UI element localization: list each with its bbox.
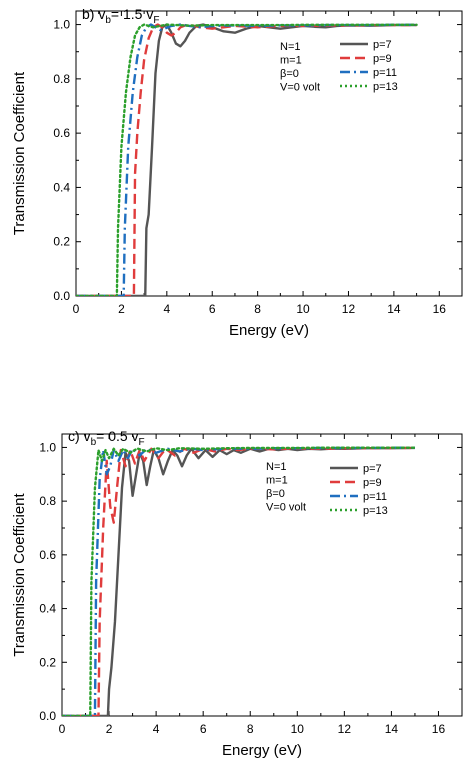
x-tick-label: 8: [247, 722, 254, 736]
param-text: m=1: [280, 55, 302, 67]
series-line-p9: [62, 446, 415, 716]
param-text: N=1: [266, 461, 287, 473]
x-axis-title: Energy (eV): [229, 322, 309, 339]
y-tick-label: 0.2: [53, 235, 70, 249]
y-tick-label: 0.0: [39, 709, 56, 723]
x-tick-label: 12: [342, 302, 356, 316]
series-line-p13: [62, 446, 417, 716]
plot-frame: [75, 10, 463, 297]
param-text: m=1: [266, 475, 288, 487]
param-text: N=1: [280, 41, 301, 53]
param-text: V=0 volt: [266, 502, 306, 514]
y-tick-label: 0.8: [39, 494, 56, 508]
series-line-p11: [62, 446, 415, 716]
y-tick-label: 1.0: [39, 440, 56, 454]
series-line-p7: [62, 446, 415, 716]
x-tick-label: 6: [209, 302, 216, 316]
legend-label: p=13: [363, 505, 388, 517]
x-tick-label: 14: [387, 302, 401, 316]
series-line-p11: [76, 23, 417, 296]
x-tick-label: 2: [118, 302, 125, 316]
x-tick-label: 4: [163, 302, 170, 316]
legend-label: p=11: [373, 67, 397, 79]
legend-label: p=9: [363, 477, 382, 489]
panel-label: b) vb= 1.5 vF: [82, 6, 159, 26]
legend-label: p=7: [373, 39, 392, 51]
param-text: V=0 volt: [280, 82, 320, 94]
x-tick-label: 0: [59, 722, 66, 736]
legend-label: p=7: [363, 463, 382, 475]
x-tick-label: 10: [296, 302, 310, 316]
x-tick-label: 14: [385, 722, 399, 736]
x-tick-label: 16: [432, 722, 446, 736]
panel-label: c) vb= 0.5 vF: [68, 428, 145, 448]
y-tick-label: 1.0: [53, 18, 70, 32]
x-tick-label: 12: [338, 722, 352, 736]
legend-label: p=11: [363, 491, 387, 503]
y-tick-label: 0.2: [39, 655, 56, 669]
param-text: β=0: [280, 68, 299, 80]
x-tick-label: 16: [433, 302, 447, 316]
x-tick-label: 10: [291, 722, 305, 736]
x-axis-title: Energy (eV): [222, 742, 302, 759]
legend-label: p=13: [373, 81, 398, 93]
x-tick-label: 8: [254, 302, 261, 316]
x-tick-label: 0: [73, 302, 80, 316]
chart-panel-c: 0 2 4 6 8 10 12 14 16 0.0 0.2 0.4 0.6 0.8 1.0 Energy (e…: [11, 428, 463, 759]
y-tick-label: 0.4: [39, 602, 56, 616]
x-tick-label: 6: [200, 722, 207, 736]
param-text: β=0: [266, 488, 285, 500]
y-axis-title: Transmission Coefficient: [11, 71, 28, 235]
plot-frame: [61, 433, 463, 717]
y-tick-label: 0.6: [39, 548, 56, 562]
legend-label: p=9: [373, 53, 392, 65]
series-line-p13: [76, 23, 418, 296]
x-tick-label: 4: [153, 722, 160, 736]
chart-panel-b: 0 2 4 6 8 10 12 14 16 0.0 0.2 0.4 0.6 0.8 1.0 Energy (e…: [11, 6, 463, 339]
y-tick-label: 0.8: [53, 72, 70, 86]
x-tick-label: 2: [106, 722, 113, 736]
y-tick-label: 0.4: [53, 180, 70, 194]
y-tick-label: 0.6: [53, 126, 70, 140]
y-tick-label: 0.0: [53, 289, 70, 303]
y-axis-title: Transmission Coefficient: [11, 492, 28, 656]
